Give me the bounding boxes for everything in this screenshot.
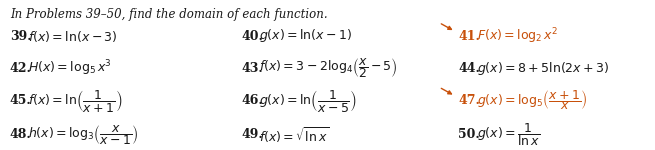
Text: 46.: 46. [241,94,263,107]
Text: $f(x) = \sqrt{\ln x}$: $f(x) = \sqrt{\ln x}$ [259,125,329,145]
Text: $g(x) = \log_5\!\left(\dfrac{x+1}{x}\right)$: $g(x) = \log_5\!\left(\dfrac{x+1}{x}\rig… [477,88,588,112]
Text: $g(x) = \ln(x - 1)$: $g(x) = \ln(x - 1)$ [259,27,352,45]
Text: $f(x) = \ln(x - 3)$: $f(x) = \ln(x - 3)$ [28,28,118,44]
Text: 39.: 39. [10,30,31,42]
Text: 43.: 43. [241,62,263,75]
Text: 40.: 40. [241,30,263,42]
Text: 47.: 47. [458,94,480,107]
Text: 41.: 41. [458,30,480,42]
Text: $H(x) = \log_5 x^3$: $H(x) = \log_5 x^3$ [28,58,112,78]
Text: $g(x) = 8 + 5\ln(2x + 3)$: $g(x) = 8 + 5\ln(2x + 3)$ [477,60,609,77]
Text: $f(x) = 3 - 2\log_4\!\left(\dfrac{x}{2} - 5\right)$: $f(x) = 3 - 2\log_4\!\left(\dfrac{x}{2} … [259,56,398,80]
Text: In Problems 39–50, find the domain of each function.: In Problems 39–50, find the domain of ea… [10,8,328,21]
Text: 49.: 49. [241,129,263,141]
Text: $f(x) = \ln\!\left(\dfrac{1}{x+1}\right)$: $f(x) = \ln\!\left(\dfrac{1}{x+1}\right)… [28,87,122,114]
Text: $h(x) = \log_3\!\left(\dfrac{x}{x-1}\right)$: $h(x) = \log_3\!\left(\dfrac{x}{x-1}\rig… [28,123,139,147]
Text: $g(x) = \ln\!\left(\dfrac{1}{x-5}\right)$: $g(x) = \ln\!\left(\dfrac{1}{x-5}\right)… [259,87,357,114]
Text: 50.: 50. [458,129,480,141]
Text: $F(x) = \log_2 x^2$: $F(x) = \log_2 x^2$ [477,26,558,46]
Text: 44.: 44. [458,62,480,75]
Text: $g(x) = \dfrac{1}{\ln x}$: $g(x) = \dfrac{1}{\ln x}$ [477,122,540,148]
Text: 45.: 45. [10,94,31,107]
Text: 48.: 48. [10,129,31,141]
Text: 42.: 42. [10,62,31,75]
